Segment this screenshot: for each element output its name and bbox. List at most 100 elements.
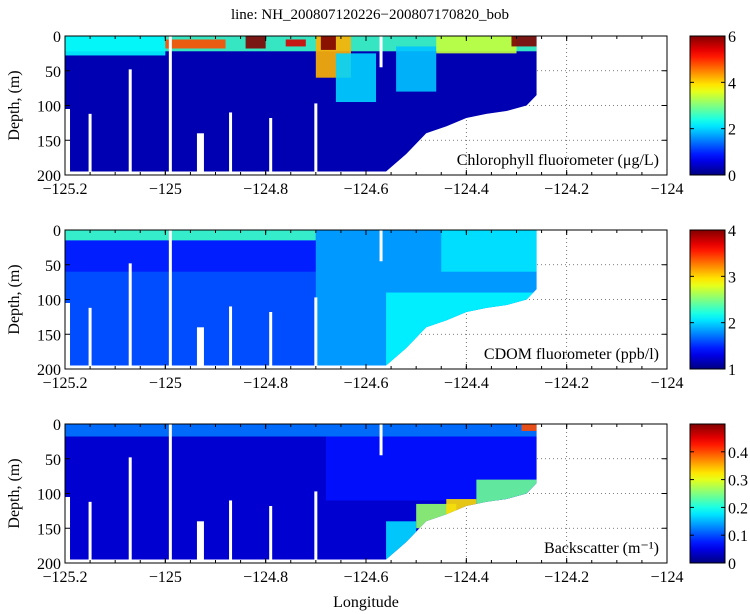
y-tick-label: 100 (37, 99, 61, 116)
heatmap-cell (521, 424, 537, 431)
data-gap (379, 36, 383, 68)
y-tick-label: 0 (53, 223, 61, 240)
data-gap (269, 506, 273, 560)
data-gap (88, 113, 92, 172)
data-gap (88, 501, 92, 560)
data-gap (314, 103, 318, 172)
y-tick-label: 200 (37, 556, 61, 573)
data-gap (128, 457, 132, 560)
panel-cdom: −125.2 −125 −124.8 −124.6 −124.4 −124.2 −124 0 5… (6, 223, 736, 392)
x-tick-label: −125 (149, 569, 182, 586)
data-gap (314, 297, 318, 366)
data-gap (379, 424, 383, 456)
data-gap (128, 69, 132, 172)
heatmap-cell (320, 36, 336, 50)
data-gap (168, 36, 172, 172)
heatmap-cell (65, 36, 166, 56)
x-tick-label: −124.4 (444, 181, 489, 198)
panel-chlorophyll: −125.2 −125 −124.8 −124.6 −124.4 −124.2 −124 0 5… (6, 29, 736, 198)
colorbar (689, 423, 726, 564)
x-tick-label: −125.2 (42, 569, 87, 586)
y-tick-label: 50 (45, 258, 61, 275)
x-tick-label: −124.6 (343, 569, 388, 586)
heatmap-cell (285, 39, 306, 47)
x-tick-label: −125 (149, 375, 182, 392)
heatmap-cell (65, 230, 316, 241)
panel-backscatter: −125.2 −125 −124.8 −124.6 −124.4 −124.2 −124 0 5… (6, 417, 748, 586)
data-gap (196, 327, 204, 366)
y-tick-label: 50 (45, 452, 61, 469)
data-gap (229, 500, 233, 560)
x-tick-label: −124.8 (243, 181, 288, 198)
y-tick-label: 0 (53, 29, 61, 46)
x-tick-label: −124 (650, 181, 683, 198)
y-tick-label: 100 (37, 293, 61, 310)
x-axis-label: Longitude (333, 594, 399, 611)
x-tick-label: −124.2 (544, 569, 589, 586)
colorbar-tick-label: 4 (728, 75, 736, 92)
x-tick-label: −124 (650, 375, 683, 392)
x-tick-label: −124.4 (444, 375, 489, 392)
y-axis-label: Depth, (m) (6, 70, 23, 140)
data-gap (168, 424, 172, 560)
data-gap (88, 307, 92, 366)
heatmap-cell (245, 36, 266, 49)
x-tick-label: −124.2 (544, 181, 589, 198)
colorbar (689, 229, 726, 370)
x-tick-label: −125.2 (42, 375, 87, 392)
data-gap (168, 230, 172, 366)
heatmap-cell (65, 424, 537, 437)
data-gap (229, 112, 233, 172)
colorbar-tick-label: 0.1 (728, 528, 748, 545)
heatmap-cell (65, 240, 316, 272)
y-tick-label: 150 (37, 133, 61, 150)
x-tick-label: −124.8 (243, 375, 288, 392)
heatmap-cell (386, 521, 417, 560)
x-tick-label: −124.6 (343, 375, 388, 392)
heatmap-cell (511, 36, 537, 47)
y-tick-label: 200 (37, 168, 61, 185)
colorbar-tick-label: 0 (728, 556, 736, 573)
heatmap-cell (165, 39, 226, 49)
colorbar-tick-label: 0.2 (728, 500, 748, 517)
colorbar-tick-label: 4 (728, 223, 736, 240)
data-gap (196, 521, 204, 560)
heatmap-cell (441, 230, 537, 272)
y-tick-label: 100 (37, 487, 61, 504)
data-gap (196, 133, 204, 172)
heatmap-cell (396, 46, 437, 92)
x-tick-label: −124.4 (444, 569, 489, 586)
colorbar-tick-label: 6 (728, 29, 736, 46)
colorbar-tick-label: 0 (728, 168, 736, 185)
heatmap-cell (446, 499, 477, 515)
y-tick-label: 50 (45, 64, 61, 81)
heatmap-chlorophyll (65, 36, 537, 172)
colorbar-tick-label: 1 (728, 362, 736, 379)
x-tick-label: −124.8 (243, 569, 288, 586)
data-gap (269, 312, 273, 366)
colorbar-tick-label: 0.3 (728, 473, 748, 490)
panel-label: Chlorophyll fluorometer (μg/L) (457, 152, 659, 169)
data-gap (314, 491, 318, 560)
data-gap (379, 230, 383, 262)
data-gap (128, 263, 132, 366)
panel-label: Backscatter (m⁻¹) (544, 540, 659, 557)
data-gap (229, 306, 233, 366)
x-tick-label: −125.2 (42, 181, 87, 198)
x-tick-label: −124.6 (343, 181, 388, 198)
heatmap-cell (335, 53, 377, 103)
y-tick-label: 0 (53, 417, 61, 434)
x-tick-label: −124 (650, 569, 683, 586)
y-axis-label: Depth, (m) (6, 458, 23, 528)
y-axis-label: Depth, (m) (6, 264, 23, 334)
colorbar-tick-label: 0.4 (728, 445, 748, 462)
y-tick-label: 150 (37, 327, 61, 344)
panel-label: CDOM fluorometer (ppb/l) (484, 346, 659, 363)
y-tick-label: 150 (37, 521, 61, 538)
colorbar-tick-label: 2 (728, 122, 736, 139)
heatmap-cell (476, 479, 537, 504)
colorbar-tick-label: 3 (728, 269, 736, 286)
y-tick-label: 200 (37, 362, 61, 379)
